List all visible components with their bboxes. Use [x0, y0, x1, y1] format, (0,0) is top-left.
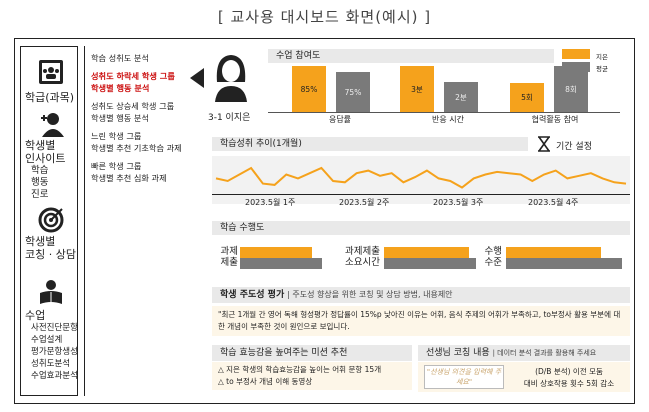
nav-subitem-career[interactable]: 진로	[31, 189, 49, 200]
participation-avg-bar: 8회	[554, 66, 588, 112]
selection-arrow	[190, 68, 204, 88]
menu-item-declining[interactable]: 성취도 하락세 학생 그룹 학생별 행동 분석	[91, 71, 175, 93]
nav-subitem-prediagnosis[interactable]: 사전진단문항	[31, 323, 78, 333]
self-directed-text: "최근 1개월 간 영어 독해 형성평가 정답률이 15%p 낮아진 이유는 어…	[212, 306, 630, 336]
student-avatar	[215, 55, 247, 102]
nav-item-class[interactable]: 학급(과목)	[25, 91, 75, 104]
performance-track	[384, 258, 476, 269]
participation-group-label: 협력활동 참여	[531, 115, 579, 124]
self-directed-header: 학생 주도성 평가 | 주도성 향상을 위한 코칭 및 상담 방법, 내용제안	[212, 287, 630, 303]
participation-group-label: 반응 시간	[432, 115, 464, 124]
nav-item-lesson[interactable]: 수업	[25, 309, 46, 322]
performance-bar	[240, 247, 312, 258]
self-directed-subtitle: 주도성 향상을 위한 코칭 및 상담 방법, 내용제안	[292, 290, 453, 299]
mission-list: △ 지은 학생의 학습효능감을 높이는 어휘 문항 15개 △ to 부정사 개…	[212, 362, 412, 390]
hourglass-icon[interactable]	[537, 136, 551, 152]
performance-bar	[506, 247, 601, 258]
mission-item[interactable]: △ to 부정사 개념 이해 동영상	[218, 377, 313, 386]
self-directed-title: 학생 주도성 평가	[220, 290, 285, 300]
nav-subitem-question-gen[interactable]: 평가문항생성	[31, 347, 78, 357]
reader-icon[interactable]	[38, 279, 64, 305]
legend-student-label: 지은	[596, 53, 608, 61]
nav-item-coaching[interactable]: 학생별 코칭 · 상담	[25, 235, 76, 261]
performance-bar	[384, 247, 469, 258]
trend-title: 학습성취 추이(1개월)	[220, 139, 302, 149]
nav-subitem-learning[interactable]: 학습	[31, 165, 49, 176]
mission-header: 학습 효능감을 높여주는 미션 추천	[212, 345, 412, 361]
nav-subitem-behavior[interactable]: 행동	[31, 177, 49, 188]
student-name: 3-1 이지은	[208, 113, 251, 123]
participation-student-bar: 3분	[400, 66, 434, 112]
trend-week-label: 2023.5월 3주	[433, 198, 484, 207]
mission-title: 학습 효능감을 높여주는 미션 추천	[220, 348, 348, 358]
trend-axis	[212, 194, 630, 208]
coaching-note: (D/B 분석) 이전 모둠 대비 상호작용 횟수 5회 감소	[523, 367, 615, 388]
participation-group-label: 응답률	[328, 115, 352, 124]
participation-avg-bar: 2분	[444, 82, 478, 112]
performance-label-1: 과제 제출	[220, 246, 238, 268]
main-nav: 학급(과목) 학생별 인사이트 학습 행동 진로 학생별 코칭 · 상담 수업 …	[20, 46, 78, 396]
trend-week-label: 2023.5월 2주	[339, 198, 390, 207]
coaching-subtitle: 데이터 분석 결과를 활용해 주세요	[497, 349, 597, 357]
nav-item-student-insight[interactable]: 학생별 인사이트	[25, 139, 66, 165]
legend-avg-label: 평균	[596, 65, 608, 73]
nav-subitem-lesson-design[interactable]: 수업설계	[31, 335, 63, 345]
participation-header: 수업 참여도	[268, 49, 554, 63]
participation-title: 수업 참여도	[276, 51, 321, 61]
performance-label-3: 수행 수준	[484, 246, 502, 268]
menu-item-slow[interactable]: 느린 학생 그룹 학생별 추천 기초학습 과제	[91, 131, 182, 153]
menu-item-fast[interactable]: 빠른 학생 그룹 학생별 추천 심화 과제	[91, 161, 167, 183]
menu-item-achievement[interactable]: 학습 성취도 분석	[91, 53, 149, 63]
class-board-icon[interactable]	[38, 59, 64, 85]
coaching-input[interactable]: "선생님 의견을 입력해 주세요"	[424, 365, 504, 389]
coaching-header: 선생님 코칭 내용 | 데이터 분석 결과를 활용해 주세요	[418, 345, 630, 361]
mission-item[interactable]: △ 지은 학생의 학습효능감을 높이는 어휘 문항 15개	[218, 365, 382, 374]
nav-subitem-achievement[interactable]: 성취도분석	[31, 359, 71, 369]
performance-track	[506, 258, 622, 269]
performance-label-2: 과제제출 소요시간	[345, 246, 380, 268]
participation-avg-bar: 75%	[336, 72, 370, 112]
period-setting-button[interactable]: 기간 설정	[556, 142, 592, 152]
performance-title: 학습 수행도	[220, 223, 265, 233]
participation-axis	[268, 112, 620, 113]
analysis-menu: 학습 성취도 분석 성취도 하락세 학생 그룹 학생별 행동 분석 성취도 상승…	[84, 46, 194, 396]
legend-student-swatch	[562, 49, 590, 59]
dashboard-frame	[14, 38, 635, 404]
trend-week-label: 2023.5월 1주	[245, 198, 296, 207]
trend-line	[215, 166, 627, 189]
coaching-title: 선생님 코칭 내용	[426, 348, 490, 358]
student-icon[interactable]	[38, 111, 64, 137]
trend-header: 학습성취 추이(1개월)	[212, 137, 528, 151]
target-icon[interactable]	[38, 207, 64, 233]
performance-header: 학습 수행도	[212, 221, 630, 235]
trend-week-label: 2023.5월 4주	[528, 198, 579, 207]
trend-chart-bg	[212, 156, 630, 204]
page-title: [ 교사용 대시보드 화면(예시) ]	[217, 8, 432, 26]
participation-student-bar: 85%	[292, 66, 326, 112]
trend-chart	[215, 166, 627, 189]
performance-track	[240, 258, 322, 269]
nav-subitem-effect[interactable]: 수업효과분석	[31, 371, 78, 381]
participation-student-bar: 5회	[510, 83, 544, 112]
menu-item-rising[interactable]: 성취도 상승세 학생 그룹 학생별 행동 분석	[91, 101, 175, 123]
